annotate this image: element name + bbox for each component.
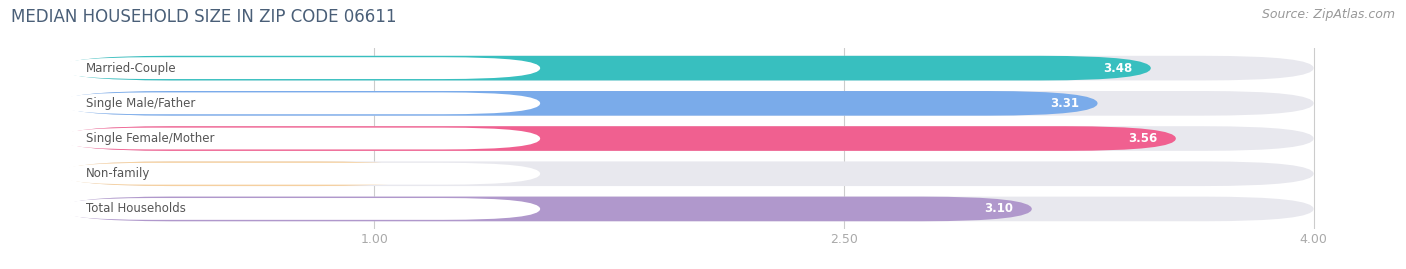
FancyBboxPatch shape [55, 93, 540, 114]
FancyBboxPatch shape [55, 57, 540, 79]
FancyBboxPatch shape [55, 128, 540, 150]
FancyBboxPatch shape [60, 91, 1313, 116]
Text: Married-Couple: Married-Couple [86, 62, 177, 75]
FancyBboxPatch shape [60, 197, 1313, 221]
FancyBboxPatch shape [60, 56, 1313, 80]
FancyBboxPatch shape [60, 126, 1313, 151]
FancyBboxPatch shape [60, 161, 1313, 186]
Text: 3.48: 3.48 [1102, 62, 1132, 75]
FancyBboxPatch shape [60, 91, 1098, 116]
Text: Single Female/Mother: Single Female/Mother [86, 132, 215, 145]
Text: 3.56: 3.56 [1128, 132, 1157, 145]
Text: Non-family: Non-family [86, 167, 150, 180]
FancyBboxPatch shape [60, 197, 1032, 221]
Text: Total Households: Total Households [86, 203, 186, 215]
FancyBboxPatch shape [55, 198, 540, 220]
FancyBboxPatch shape [60, 56, 1152, 80]
FancyBboxPatch shape [60, 126, 1175, 151]
Text: Single Male/Father: Single Male/Father [86, 97, 195, 110]
Text: 3.31: 3.31 [1050, 97, 1078, 110]
Text: 1.17: 1.17 [380, 167, 409, 180]
Text: MEDIAN HOUSEHOLD SIZE IN ZIP CODE 06611: MEDIAN HOUSEHOLD SIZE IN ZIP CODE 06611 [11, 8, 396, 26]
FancyBboxPatch shape [60, 161, 427, 186]
Text: 3.10: 3.10 [984, 203, 1012, 215]
FancyBboxPatch shape [55, 163, 540, 185]
Text: Source: ZipAtlas.com: Source: ZipAtlas.com [1261, 8, 1395, 21]
